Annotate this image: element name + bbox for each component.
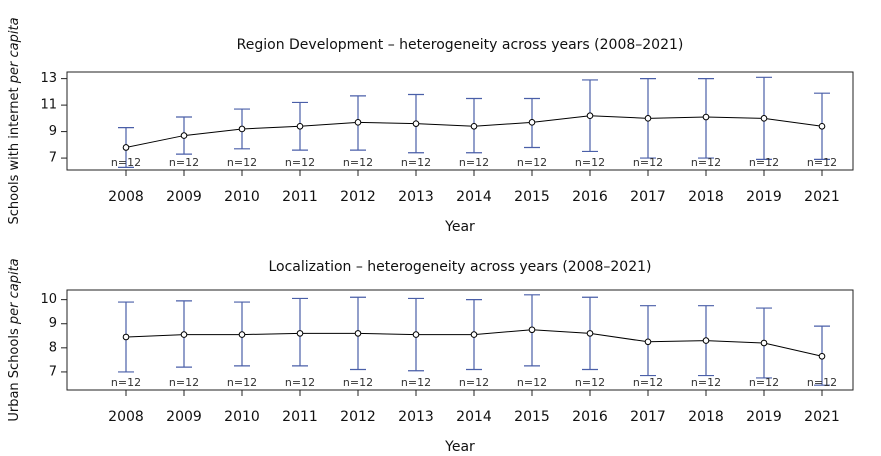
mean-point <box>644 115 652 122</box>
mean-point <box>470 331 478 338</box>
n-label: n=12 <box>691 156 721 169</box>
mean-point <box>122 333 130 341</box>
mean-point <box>586 112 594 120</box>
mean-point <box>296 122 304 130</box>
x-tick-label: 2012 <box>340 409 376 425</box>
x-tick-label: 2011 <box>282 189 318 205</box>
mean-point <box>702 113 710 121</box>
mean-point <box>818 122 826 130</box>
x-tick-label: 2017 <box>630 189 666 205</box>
mean-point <box>180 331 188 338</box>
n-label: n=12 <box>401 156 431 169</box>
x-tick-label: 2013 <box>398 189 434 205</box>
x-tick-label: 2015 <box>514 189 550 205</box>
x-tick-label: 2009 <box>166 189 202 205</box>
n-label: n=12 <box>401 376 431 389</box>
mean-point <box>412 331 420 338</box>
mean-point <box>354 330 362 337</box>
y-tick-label: 11 <box>40 98 57 113</box>
x-tick-label: 2018 <box>688 409 724 425</box>
x-tick-label: 2016 <box>572 409 608 425</box>
n-label: n=12 <box>575 156 605 169</box>
n-label: n=12 <box>227 376 257 389</box>
n-label: n=12 <box>111 156 141 169</box>
y-tick-label: 9 <box>49 124 57 139</box>
y-label-text: Urban Schools <box>7 328 22 422</box>
n-label: n=12 <box>343 156 373 169</box>
n-label: n=12 <box>111 376 141 389</box>
y-label-italic: per capita <box>7 258 22 325</box>
x-tick-label: 2015 <box>514 409 550 425</box>
n-label: n=12 <box>285 376 315 389</box>
x-tick-label: 2014 <box>456 409 492 425</box>
n-label: n=12 <box>749 376 779 389</box>
y-label-italic: per capita <box>7 17 22 84</box>
x-axis-label: Year <box>444 439 475 455</box>
x-tick-label: 2010 <box>224 189 260 205</box>
mean-point <box>180 132 188 139</box>
plot-frame <box>66 289 854 391</box>
n-label: n=12 <box>749 156 779 169</box>
n-label: n=12 <box>575 376 605 389</box>
n-label: n=12 <box>807 156 837 169</box>
n-label: n=12 <box>459 376 489 389</box>
mean-point <box>760 115 768 122</box>
n-label: n=12 <box>169 376 199 389</box>
mean-point <box>296 330 304 337</box>
x-tick-label: 2009 <box>166 409 202 425</box>
mean-point <box>760 339 768 347</box>
y-tick-label: 13 <box>40 71 57 86</box>
n-label: n=12 <box>691 376 721 389</box>
x-tick-label: 2008 <box>108 189 144 205</box>
chart-title: Region Development – heterogeneity acros… <box>237 37 684 53</box>
n-label: n=12 <box>343 376 373 389</box>
n-label: n=12 <box>227 156 257 169</box>
x-tick-label: 2011 <box>282 409 318 425</box>
n-label: n=12 <box>517 156 547 169</box>
mean-point <box>528 119 536 126</box>
x-tick-label: 2008 <box>108 409 144 425</box>
x-tick-label: 2014 <box>456 189 492 205</box>
n-label: n=12 <box>633 156 663 169</box>
mean-point <box>702 337 710 344</box>
n-label: n=12 <box>285 156 315 169</box>
n-label: n=12 <box>459 156 489 169</box>
x-tick-label: 2019 <box>746 409 782 425</box>
x-tick-label: 2010 <box>224 409 260 425</box>
y-tick-label: 8 <box>49 340 57 355</box>
x-tick-label: 2012 <box>340 189 376 205</box>
y-label-text: Schools with internet <box>7 87 22 224</box>
x-tick-label: 2021 <box>804 409 840 425</box>
mean-point <box>644 338 652 346</box>
mean-point <box>122 144 130 151</box>
chart-title: Localization – heterogeneity across year… <box>268 259 651 275</box>
x-tick-label: 2013 <box>398 409 434 425</box>
mean-point <box>354 119 362 126</box>
x-tick-label: 2019 <box>746 189 782 205</box>
y-tick-label: 7 <box>49 364 57 379</box>
y-axis-label: Schools with internet per capita <box>7 17 22 224</box>
mean-point <box>528 326 536 334</box>
y-axis-label: Urban Schools per capita <box>7 258 22 421</box>
n-label: n=12 <box>633 376 663 389</box>
mean-point <box>818 352 826 360</box>
x-tick-label: 2021 <box>804 189 840 205</box>
n-label: n=12 <box>517 376 547 389</box>
n-label: n=12 <box>169 156 199 169</box>
plot-frame <box>66 71 854 171</box>
x-axis-label: Year <box>444 219 475 235</box>
mean-point <box>412 120 420 127</box>
y-tick-label: 9 <box>49 316 57 331</box>
mean-point <box>470 122 478 130</box>
x-tick-label: 2016 <box>572 189 608 205</box>
mean-point <box>586 330 594 337</box>
mean-point <box>238 331 246 338</box>
y-tick-label: 7 <box>49 151 57 166</box>
n-label: n=12 <box>807 376 837 389</box>
mean-point <box>238 125 246 133</box>
y-tick-label: 10 <box>40 292 57 307</box>
x-tick-label: 2018 <box>688 189 724 205</box>
x-tick-label: 2017 <box>630 409 666 425</box>
